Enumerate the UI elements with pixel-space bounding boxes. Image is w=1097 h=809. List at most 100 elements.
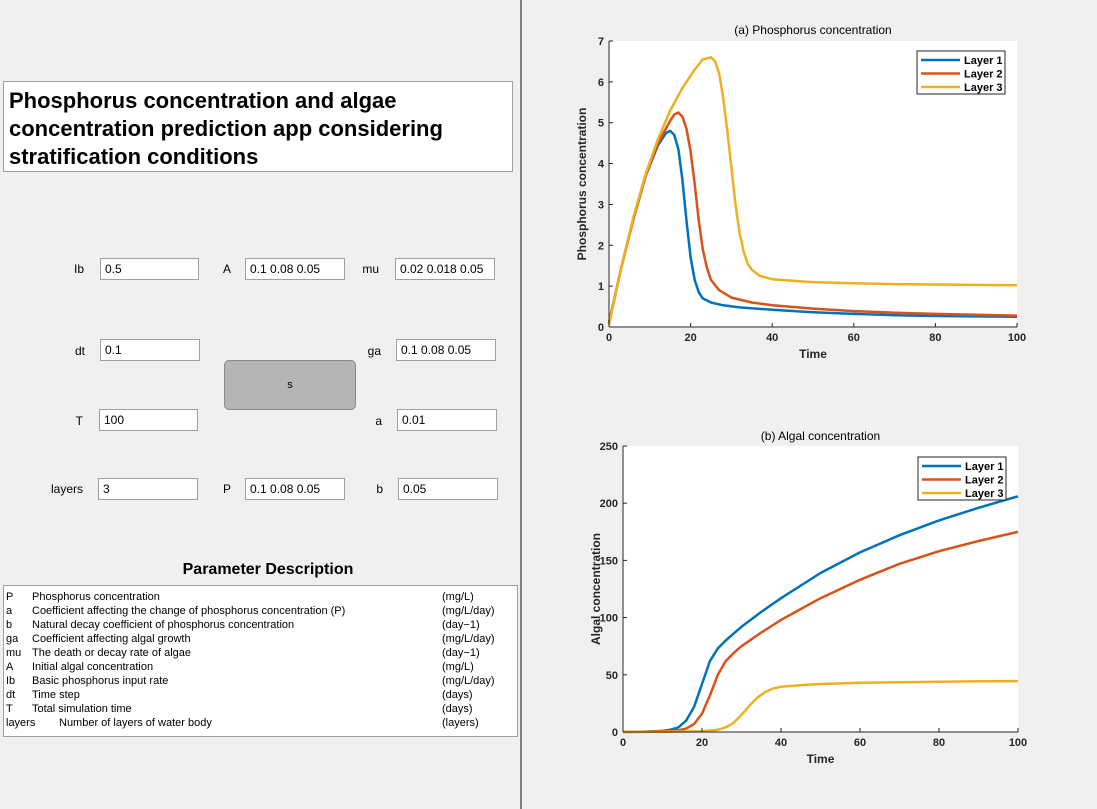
- description-symbol: a: [6, 605, 13, 617]
- param-label-t: T: [75, 414, 83, 428]
- description-symbol: A: [6, 661, 14, 673]
- series-line-layer-3: [623, 679, 1019, 734]
- description-text: Coefficient affecting the change of phos…: [32, 605, 346, 617]
- description-unit: (day−1): [442, 647, 480, 659]
- y-tick-label: 200: [600, 498, 618, 510]
- y-axis-label: Phosphorus concentration: [575, 108, 589, 261]
- y-axis-label: Algal concentration: [589, 533, 603, 645]
- x-tick-label: 80: [929, 332, 941, 344]
- description-box: P Phosphorus concentration (mg/L) a Coef…: [3, 585, 518, 737]
- series-line-layer-2: [607, 111, 1018, 324]
- description-unit: (days): [442, 703, 473, 715]
- description-text: Initial algal concentration: [32, 661, 154, 673]
- x-tick-label: 60: [854, 737, 866, 749]
- x-tick-label: 20: [684, 332, 696, 344]
- description-text: The death or decay rate of algae: [32, 647, 191, 659]
- dt-input[interactable]: 0.1: [100, 339, 200, 361]
- x-tick-label: 60: [848, 332, 860, 344]
- ga-input[interactable]: 0.1 0.08 0.05: [396, 339, 496, 361]
- y-tick-label: 250: [600, 441, 618, 453]
- t-input[interactable]: 100: [99, 409, 198, 431]
- param-label-dt: dt: [74, 344, 85, 358]
- chart-phosphorus: 0 20 40 60 80 100 0 1 2 3 4 5 6 7 (a) Phosphorus conce…: [575, 23, 1026, 361]
- x-tick-label: 0: [620, 737, 626, 749]
- description-text: Time step: [32, 689, 80, 701]
- x-tick-label: 100: [1009, 737, 1027, 749]
- description-text: Number of layers of water body: [59, 717, 212, 729]
- param-label-a: a: [375, 414, 382, 428]
- plots-canvas: 0 20 40 60 80 100 0 1 2 3 4 5 6 7 (a) Phosphorus conce…: [575, 23, 1027, 766]
- description-unit: (days): [442, 689, 473, 701]
- y-tick-label: 7: [598, 36, 604, 48]
- mu-input[interactable]: 0.02 0.018 0.05: [395, 258, 495, 280]
- param-label-a-cap: A: [222, 262, 231, 276]
- y-tick-label: 4: [598, 159, 605, 171]
- legend-label: Layer 3: [964, 82, 1003, 94]
- legend-label: Layer 1: [965, 461, 1004, 473]
- y-tick-label: 0: [612, 727, 618, 739]
- y-tick-label: 150: [600, 555, 618, 567]
- ib-input[interactable]: 0.5: [100, 258, 199, 280]
- a-input[interactable]: 0.01: [397, 409, 497, 431]
- param-label-p: P: [222, 482, 231, 496]
- description-symbol: Ib: [6, 675, 16, 687]
- legend-label: Layer 2: [964, 69, 1003, 81]
- panel-divider[interactable]: [520, 0, 522, 809]
- description-symbol: T: [6, 703, 13, 715]
- param-label-mu: mu: [362, 262, 379, 276]
- description-unit: (mg/L/day): [442, 605, 495, 617]
- description-text: Natural decay coefficient of phosphorus …: [32, 619, 295, 631]
- x-tick-label: 20: [696, 737, 708, 749]
- legend-label: Layer 2: [965, 475, 1004, 487]
- description-text: Phosphorus concentration: [32, 591, 160, 603]
- y-tick-label: 1: [598, 281, 604, 293]
- x-tick-label: 40: [775, 737, 787, 749]
- description-symbol: layers: [6, 717, 36, 729]
- description-symbol: dt: [6, 689, 16, 701]
- series-line-layer-1: [622, 495, 1019, 734]
- chart-title: (a) Phosphorus concentration: [734, 23, 891, 37]
- legend-label: Layer 3: [965, 488, 1004, 500]
- b-input[interactable]: 0.05: [398, 478, 498, 500]
- description-unit: (mg/L/day): [442, 675, 495, 687]
- description-text: Basic phosphorus input rate: [32, 675, 169, 687]
- description-unit: (mg/L): [442, 661, 474, 673]
- param-label-ib: Ib: [73, 262, 84, 276]
- layers-input[interactable]: 3: [98, 478, 198, 500]
- description-heading: Parameter Description: [182, 561, 354, 578]
- description-symbol: ga: [6, 633, 19, 645]
- x-tick-label: 100: [1008, 332, 1026, 344]
- y-tick-label: 5: [598, 118, 604, 130]
- p-input[interactable]: 0.1 0.08 0.05: [245, 478, 345, 500]
- y-tick-label: 3: [598, 199, 604, 211]
- description-symbol: b: [6, 619, 13, 631]
- x-axis-label: Time: [807, 752, 835, 766]
- y-tick-label: 2: [598, 240, 604, 252]
- x-axis-label: Time: [799, 347, 827, 361]
- y-tick-label: 6: [598, 77, 604, 89]
- description-text: Coefficient affecting algal growth: [32, 633, 191, 645]
- y-tick-label: 100: [600, 613, 618, 625]
- y-tick-label: 50: [606, 670, 618, 682]
- description-text: Total simulation time: [32, 703, 132, 715]
- run-button[interactable]: s: [224, 360, 356, 410]
- series-line-layer-3: [607, 56, 1018, 326]
- param-label-layers: layers: [50, 482, 83, 496]
- series-line-layer-2: [622, 530, 1019, 734]
- plot-panel: 0 20 40 60 80 100 0 1 2 3 4 5 6 7 (a) Phosphorus conce…: [522, 0, 1097, 809]
- y-tick-label: 0: [598, 322, 604, 334]
- x-tick-label: 80: [933, 737, 945, 749]
- x-tick-label: 0: [606, 332, 612, 344]
- description-symbol: mu: [6, 647, 22, 659]
- app-title: Phosphorus concentration and algae conce…: [3, 81, 513, 172]
- param-label-ga: ga: [367, 344, 381, 358]
- x-tick-label: 40: [766, 332, 778, 344]
- left-panel: Phosphorus concentration and algae conce…: [0, 0, 520, 809]
- algae-initial-input[interactable]: 0.1 0.08 0.05: [245, 258, 345, 280]
- description-unit: (mg/L/day): [442, 633, 495, 645]
- description-unit: (day−1): [442, 619, 480, 631]
- description-unit: (layers): [442, 717, 479, 729]
- chart-title: (b) Algal concentration: [761, 429, 880, 443]
